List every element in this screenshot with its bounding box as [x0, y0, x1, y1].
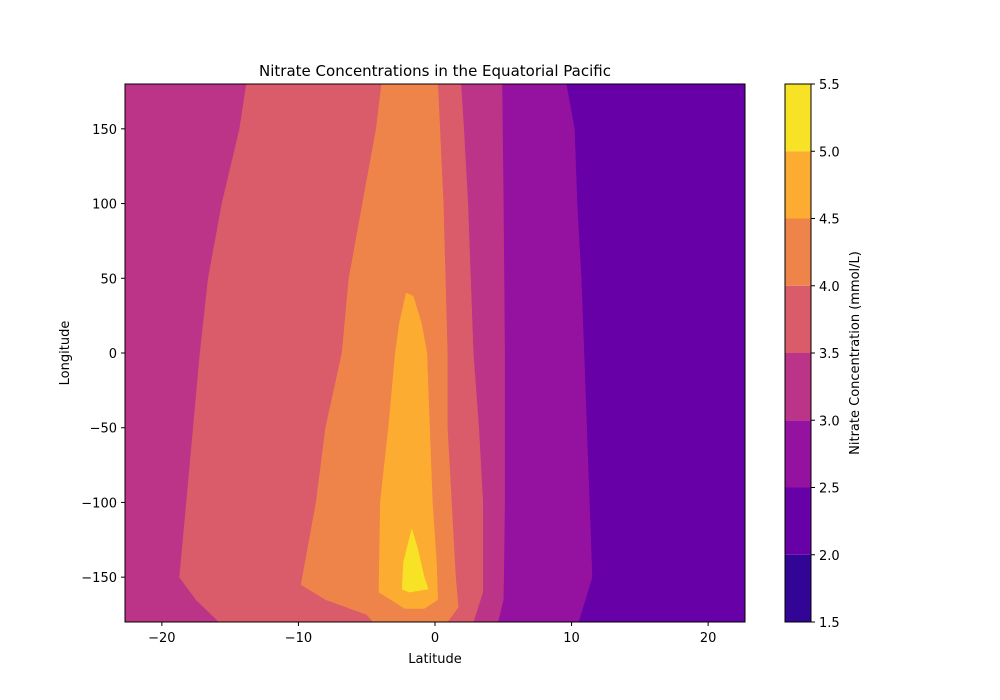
colorbar-segment: [785, 487, 811, 555]
colorbar-tick-label: 5.5: [819, 78, 840, 93]
y-tick-label: 50: [100, 272, 117, 287]
colorbar-tick-label: 5.0: [819, 145, 840, 160]
y-tick-label: 100: [92, 198, 117, 213]
colorbar-segment: [785, 285, 811, 353]
x-axis-ticks: −20 −10 0 10 20: [148, 622, 716, 646]
x-tick-label: 20: [700, 631, 717, 646]
y-tick-label: −50: [90, 422, 117, 437]
x-tick-label: −10: [285, 631, 312, 646]
colorbar-tick-label: 3.5: [819, 347, 840, 362]
colorbar-segment: [785, 84, 811, 152]
colorbar-segment: [785, 151, 811, 219]
colorbar-tick-label: 2.5: [819, 482, 840, 497]
contour-band-6-0: [378, 292, 439, 609]
colorbar-segments: [785, 84, 811, 622]
colorbar-segment: [785, 420, 811, 488]
y-tick-label: −100: [81, 496, 117, 511]
colorbar-tick-label: 1.5: [819, 616, 840, 631]
colorbar-ticks: 1.5 2.0 2.5 3.0 3.5 4.0 4.5 5.0 5.5: [811, 78, 840, 631]
colorbar-tick-label: 3.0: [819, 414, 840, 429]
colorbar-tick-label: 4.5: [819, 213, 840, 228]
colorbar-label: Nitrate Concentration (mmol/L): [848, 251, 863, 455]
y-tick-label: 150: [92, 123, 117, 138]
colorbar-segment: [785, 218, 811, 286]
y-tick-label: 0: [109, 347, 117, 362]
y-tick-label: −150: [81, 571, 117, 586]
x-tick-label: −20: [148, 631, 175, 646]
contour-band-1-0: [565, 84, 745, 622]
y-axis-label: Longitude: [58, 321, 73, 386]
colorbar-tick-label: 4.0: [819, 280, 840, 295]
chart-title: Nitrate Concentrations in the Equatorial…: [259, 62, 611, 80]
contour-bands: [125, 84, 745, 622]
y-axis-ticks: −150 −100 −50 0 50 100 150: [81, 123, 125, 586]
x-axis-label: Latitude: [408, 652, 462, 667]
colorbar-segment: [785, 554, 811, 622]
colorbar-segment: [785, 353, 811, 421]
x-tick-label: 10: [563, 631, 580, 646]
x-tick-label: 0: [431, 631, 439, 646]
colorbar: 1.5 2.0 2.5 3.0 3.5 4.0 4.5 5.0 5.5 Nitrate Conc…: [784, 78, 863, 631]
colorbar-tick-label: 2.0: [819, 549, 840, 564]
contour-band-7-0: [401, 528, 429, 593]
